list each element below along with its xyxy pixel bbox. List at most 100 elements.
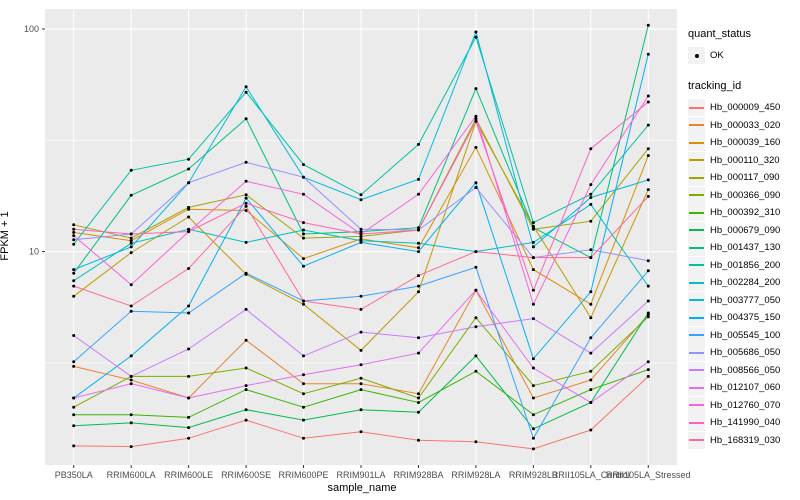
data-point bbox=[187, 374, 191, 378]
data-point bbox=[302, 175, 305, 179]
data-point bbox=[187, 215, 191, 219]
data-point bbox=[417, 177, 420, 181]
data-point bbox=[72, 242, 76, 246]
data-point bbox=[72, 223, 76, 227]
data-point bbox=[589, 219, 593, 223]
legend-item-ok: OK bbox=[688, 47, 800, 64]
data-point bbox=[417, 392, 420, 396]
data-point bbox=[187, 267, 191, 270]
legend-item-label: Hb_000117_090 bbox=[710, 172, 780, 183]
data-point bbox=[244, 160, 248, 164]
data-point bbox=[129, 239, 133, 243]
legend-item-label: Hb_002284_200 bbox=[710, 277, 781, 288]
data-point bbox=[129, 283, 133, 287]
data-point bbox=[72, 424, 76, 428]
data-point bbox=[244, 338, 248, 342]
data-point bbox=[589, 428, 593, 432]
data-point bbox=[474, 440, 478, 444]
x-tick-label: RRIM928BA bbox=[393, 470, 443, 480]
x-tick-label: RRIM928LB bbox=[509, 470, 558, 480]
data-point bbox=[302, 236, 305, 240]
line-key-icon bbox=[688, 379, 705, 396]
data-point bbox=[129, 251, 133, 255]
x-tick-label: RRIM600PE bbox=[279, 470, 329, 480]
data-point bbox=[646, 23, 650, 27]
data-point bbox=[359, 294, 363, 298]
x-tick-label: RRII105LA_Stressed bbox=[606, 470, 691, 480]
data-point bbox=[72, 279, 76, 283]
data-point bbox=[474, 87, 478, 91]
data-point bbox=[531, 366, 535, 370]
data-point bbox=[589, 351, 593, 355]
line-key-icon bbox=[688, 204, 705, 221]
legend-item-label: Hb_008566_050 bbox=[710, 364, 781, 376]
data-point bbox=[417, 410, 420, 414]
legend-item-Hb_000392_310: Hb_000392_310 bbox=[688, 204, 800, 221]
data-point bbox=[129, 241, 133, 245]
data-point bbox=[474, 316, 478, 320]
data-point bbox=[531, 226, 535, 230]
legend-item-Hb_012760_070: Hb_012760_070 bbox=[688, 396, 800, 414]
data-point bbox=[302, 257, 305, 261]
legend-item-label: Hb_004375_150 bbox=[710, 312, 781, 323]
legend-item-Hb_168319_030: Hb_168319_030 bbox=[688, 431, 800, 449]
quant-status-legend-title: quant_status bbox=[688, 28, 751, 40]
legend-item-label: Hb_003777_050 bbox=[710, 294, 781, 306]
data-point bbox=[129, 304, 133, 308]
y-axis-title: FPKM + 1 bbox=[0, 211, 11, 261]
data-point bbox=[531, 240, 535, 244]
data-point bbox=[302, 436, 305, 440]
data-point bbox=[646, 52, 650, 56]
line-key-icon bbox=[688, 396, 705, 414]
legend-item-Hb_003777_050: Hb_003777_050 bbox=[688, 291, 800, 309]
data-point bbox=[417, 246, 420, 250]
data-point bbox=[417, 250, 420, 254]
data-point bbox=[359, 348, 363, 352]
data-point bbox=[129, 236, 133, 240]
data-point bbox=[531, 268, 535, 272]
data-point bbox=[417, 228, 420, 232]
legend-item-Hb_001856_200: Hb_001856_200 bbox=[688, 256, 800, 274]
legend-item-label: Hb_005545_100 bbox=[710, 329, 781, 341]
data-point bbox=[589, 147, 593, 151]
data-point bbox=[417, 438, 420, 442]
data-point bbox=[531, 288, 535, 292]
data-point bbox=[244, 408, 248, 412]
data-point bbox=[646, 154, 650, 158]
point-key-icon bbox=[688, 47, 705, 64]
legend-item-label: Hb_000366_090 bbox=[710, 189, 781, 201]
data-point bbox=[72, 444, 76, 448]
data-point bbox=[244, 307, 248, 311]
legend-item-label: Hb_000679_090 bbox=[710, 224, 781, 236]
data-point bbox=[531, 317, 535, 321]
legend-item-Hb_004375_150: Hb_004375_150 bbox=[688, 309, 800, 326]
data-point bbox=[302, 228, 305, 232]
legend-item-Hb_000679_090: Hb_000679_090 bbox=[688, 221, 800, 239]
data-point bbox=[474, 325, 478, 329]
line-key-icon bbox=[688, 221, 705, 239]
line-key-icon bbox=[688, 326, 705, 344]
line-key-icon bbox=[688, 291, 705, 309]
data-point bbox=[359, 408, 363, 412]
data-point bbox=[531, 221, 535, 225]
data-point bbox=[187, 415, 191, 419]
data-point bbox=[417, 284, 420, 288]
line-key-icon bbox=[688, 239, 705, 256]
tracking-id-legend: tracking_id Hb_000009_450 Hb_000033_020 Hb… bbox=[688, 80, 800, 449]
x-tick-label: RRIM600SE bbox=[221, 470, 271, 480]
line-key-icon bbox=[688, 99, 705, 116]
data-point bbox=[244, 204, 248, 208]
x-axis-title: sample_name bbox=[327, 482, 397, 494]
data-point bbox=[417, 336, 420, 340]
data-point bbox=[187, 167, 191, 171]
data-point bbox=[359, 193, 363, 197]
data-point bbox=[359, 363, 363, 367]
x-tick-label: RRIM600LA bbox=[107, 470, 156, 480]
legend-item-Hb_008566_050: Hb_008566_050 bbox=[688, 361, 800, 379]
y-tick-label: 10 bbox=[29, 247, 39, 257]
data-point bbox=[359, 240, 363, 244]
data-point bbox=[244, 85, 248, 89]
x-tick-label: RRII105LA_Control bbox=[552, 470, 630, 480]
data-point bbox=[244, 196, 248, 200]
